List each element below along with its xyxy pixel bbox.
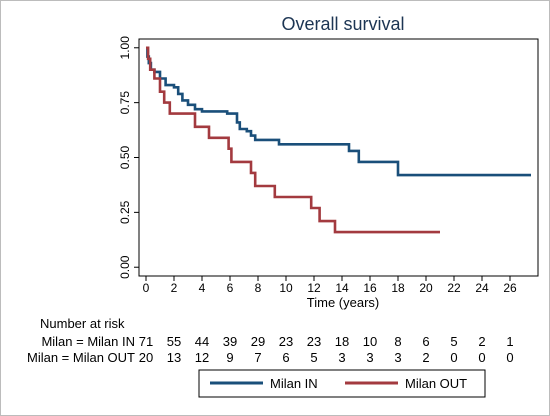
chart-title: Overall survival bbox=[281, 14, 404, 34]
risk-value: 13 bbox=[167, 350, 181, 365]
risk-value: 12 bbox=[195, 350, 209, 365]
risk-value: 23 bbox=[279, 334, 293, 349]
risk-value: 0 bbox=[478, 350, 485, 365]
risk-value: 10 bbox=[363, 334, 377, 349]
risk-value: 71 bbox=[139, 334, 153, 349]
x-tick-label: 10 bbox=[279, 281, 293, 295]
y-tick-label: 1.00 bbox=[118, 36, 132, 60]
risk-value: 44 bbox=[195, 334, 209, 349]
x-tick-label: 22 bbox=[447, 281, 461, 295]
risk-value: 1 bbox=[506, 334, 513, 349]
risk-value: 20 bbox=[139, 350, 153, 365]
risk-value: 7 bbox=[254, 350, 261, 365]
risk-value: 0 bbox=[450, 350, 457, 365]
y-tick-label: 0.75 bbox=[118, 91, 132, 115]
risk-value: 3 bbox=[338, 350, 345, 365]
risk-value: 3 bbox=[394, 350, 401, 365]
risk-value: 23 bbox=[307, 334, 321, 349]
risk-row-label-milan-out: Milan = Milan OUT bbox=[27, 350, 135, 365]
risk-table-values: 71 55 44 39 29 23 23 18 10 8 6 5 2 120 13 12 9 7 6 5 3 3 3 2 0 0 0 bbox=[139, 334, 514, 365]
x-tick-label: 12 bbox=[307, 281, 321, 295]
legend-label-milan-in: Milan IN bbox=[270, 376, 318, 391]
y-tick-label: 0.00 bbox=[118, 255, 132, 279]
x-tick-label: 0 bbox=[143, 281, 150, 295]
y-axis: 0.00 0.25 0.50 0.75 1.00 bbox=[118, 36, 139, 279]
x-tick-label: 4 bbox=[199, 281, 206, 295]
x-tick-label: 20 bbox=[419, 281, 433, 295]
risk-row-label-milan-in: Milan = Milan IN bbox=[41, 334, 135, 349]
plot-area bbox=[138, 38, 539, 277]
x-axis: 0 2 4 6 8 10 12 14 16 18 20 22 24 26 bbox=[143, 276, 517, 295]
risk-value: 29 bbox=[251, 334, 265, 349]
risk-value: 6 bbox=[422, 334, 429, 349]
x-tick-label: 18 bbox=[391, 281, 405, 295]
risk-value: 0 bbox=[506, 350, 513, 365]
x-tick-label: 14 bbox=[335, 281, 349, 295]
legend-label-milan-out: Milan OUT bbox=[405, 376, 467, 391]
x-axis-label: Time (years) bbox=[307, 295, 379, 310]
x-tick-label: 2 bbox=[171, 281, 178, 295]
risk-value: 6 bbox=[282, 350, 289, 365]
risk-value: 9 bbox=[226, 350, 233, 365]
x-tick-label: 8 bbox=[255, 281, 262, 295]
risk-value: 2 bbox=[422, 350, 429, 365]
risk-value: 18 bbox=[335, 334, 349, 349]
series-layer bbox=[146, 46, 531, 234]
x-tick-label: 24 bbox=[475, 281, 489, 295]
x-tick-label: 26 bbox=[503, 281, 517, 295]
y-tick-label: 0.50 bbox=[118, 145, 132, 169]
y-tick-label: 0.25 bbox=[118, 200, 132, 224]
risk-value: 55 bbox=[167, 334, 181, 349]
risk-value: 2 bbox=[478, 334, 485, 349]
risk-value: 3 bbox=[366, 350, 373, 365]
x-tick-label: 16 bbox=[363, 281, 377, 295]
risk-value: 39 bbox=[223, 334, 237, 349]
risk-value: 5 bbox=[450, 334, 457, 349]
risk-table-title: Number at risk bbox=[40, 316, 125, 331]
x-tick-label: 6 bbox=[227, 281, 234, 295]
risk-value: 8 bbox=[394, 334, 401, 349]
series-line-milan-out bbox=[146, 46, 440, 234]
risk-value: 5 bbox=[310, 350, 317, 365]
